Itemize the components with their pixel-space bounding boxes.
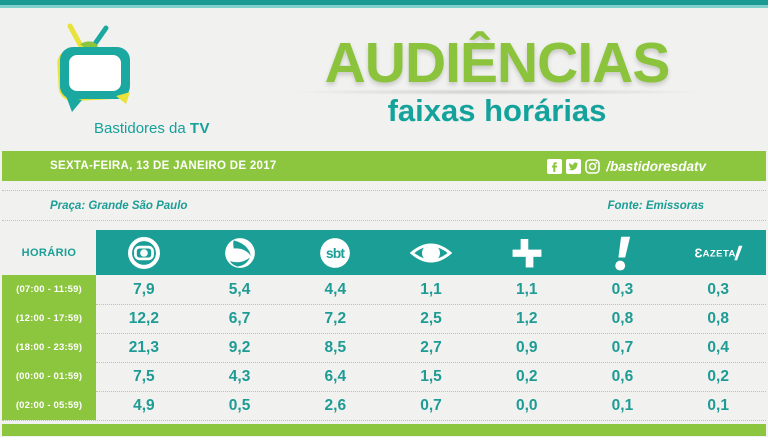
page-title: AUDIÊNCIAS xyxy=(324,31,671,95)
rating-value: 1,5 xyxy=(420,368,442,385)
table-row: 7,5 4,3 6,4 1,5 0,2 0,6 0,2 xyxy=(96,362,766,391)
band-logo-icon xyxy=(383,230,479,275)
bottom-divider xyxy=(2,420,766,421)
rating-value: 0,0 xyxy=(515,397,538,414)
rating-value: 0,1 xyxy=(707,397,729,414)
title-shadow xyxy=(292,89,702,96)
bastidores-da-tv-logo-icon xyxy=(57,23,130,112)
rating-value: 12,2 xyxy=(128,310,159,327)
rating-value: 2,6 xyxy=(324,397,347,414)
rating-value: 7,5 xyxy=(133,368,155,385)
rating-value: 5,4 xyxy=(228,280,251,298)
cultura-logo-icon xyxy=(479,230,575,275)
brand-name: Bastidores da TV xyxy=(94,120,210,137)
date-bar: SEXTA-FEIRA, 13 DE JANEIRO DE 2017 /bast… xyxy=(2,151,766,181)
rating-value: 0,2 xyxy=(515,368,538,385)
rating-value: 1,1 xyxy=(515,280,538,298)
brand-name-regular: Bastidores da xyxy=(94,120,190,137)
time-slot-label: (12:00 - 17:59) xyxy=(15,313,83,324)
top-accent-bar-light xyxy=(0,5,768,8)
brand-name-bold: TV xyxy=(189,120,211,137)
rating-value: 0,8 xyxy=(707,310,729,327)
footer-accent-bar xyxy=(2,424,766,436)
fonte-label: Fonte: Emissoras xyxy=(607,199,705,212)
title-block: AUDIÊNCIAS faixas horárias xyxy=(282,31,712,129)
rating-value: 7,9 xyxy=(133,280,155,298)
rating-value: 0,1 xyxy=(611,397,634,414)
time-labels: (07:00 - 11:59) (12:00 - 17:59) (18:00 - 2… xyxy=(2,275,96,420)
table-row: 12,2 6,7 7,2 2,5 1,2 0,8 0,8 xyxy=(96,304,766,333)
rating-value: 0,3 xyxy=(611,280,634,298)
svg-text:sbt: sbt xyxy=(326,244,345,260)
twitter-icon[interactable] xyxy=(566,158,582,174)
rating-value: 0,7 xyxy=(611,339,634,356)
social-links: /bastidoresdatv xyxy=(547,158,706,174)
top-accent-bar xyxy=(0,0,768,5)
horario-header: HORÁRIO xyxy=(21,246,77,259)
rating-value: 4,4 xyxy=(324,280,347,298)
table-row: 7,9 5,4 4,4 1,1 1,1 0,3 0,3 xyxy=(96,275,766,304)
rating-value: 8,5 xyxy=(324,339,347,356)
praca-label: Praça: Grande São Paulo xyxy=(50,199,188,212)
time-slot-label: (07:00 - 11:59) xyxy=(16,284,82,295)
page-subtitle: faixas horárias xyxy=(387,93,607,129)
table-row: 21,3 9,2 8,5 2,7 0,9 0,7 0,4 xyxy=(96,333,766,362)
rating-value: 21,3 xyxy=(128,339,159,356)
rating-value: 9,2 xyxy=(228,339,251,356)
rating-value: 1,1 xyxy=(420,280,442,298)
table-row: 4,9 0,5 2,6 0,7 0,0 0,1 0,1 xyxy=(96,391,766,420)
time-column: HORÁRIO (07:00 - 11:59) (12:00 - 17:59) (1… xyxy=(2,230,96,420)
time-slot-label: (00:00 - 01:59) xyxy=(15,371,83,382)
value-rows: 7,9 5,4 4,4 1,1 1,1 0,3 0,3 12,2 6,7 7,2 2,5 1,2 0,8… xyxy=(96,275,766,420)
rating-value: 0,9 xyxy=(515,339,538,356)
redetv-logo-icon xyxy=(575,230,671,275)
rating-value: 2,5 xyxy=(420,310,442,327)
instagram-icon[interactable] xyxy=(585,158,601,174)
rating-value: 7,2 xyxy=(324,310,347,327)
values-columns: sbt Ɛ AZETA 7,9 5,4 4,4 1,1 1,1 0,3 0,3 12,2 6,7 7,… xyxy=(96,230,766,420)
rating-value: 6,4 xyxy=(324,368,347,385)
globo-logo-icon xyxy=(96,230,192,275)
rating-value: 1,2 xyxy=(515,310,538,327)
time-slot-label: (02:00 - 05:59) xyxy=(15,400,83,411)
date-label: SEXTA-FEIRA, 13 DE JANEIRO DE 2017 xyxy=(50,160,277,172)
rating-value: 0,4 xyxy=(707,339,729,356)
svg-text:Ɛ: Ɛ xyxy=(695,246,703,260)
rating-value: 0,3 xyxy=(707,280,729,298)
network-logo-header: sbt Ɛ AZETA xyxy=(96,230,766,275)
rating-value: 4,3 xyxy=(228,368,251,385)
sbt-logo-icon: sbt xyxy=(287,230,383,275)
rating-value: 2,7 xyxy=(420,339,442,356)
meta-row: Praça: Grande São Paulo Fonte: Emissoras xyxy=(2,190,766,221)
record-logo-icon xyxy=(192,230,288,275)
time-slot-label: (18:00 - 23:59) xyxy=(15,342,83,353)
rating-value: 4,9 xyxy=(133,397,155,414)
rating-value: 6,7 xyxy=(228,310,251,327)
rating-value: 0,2 xyxy=(707,368,729,385)
gazeta-logo-icon: Ɛ AZETA xyxy=(670,230,766,275)
rating-value: 0,7 xyxy=(420,397,442,414)
rating-value: 0,8 xyxy=(611,310,634,327)
svg-text:AZETA: AZETA xyxy=(703,248,736,259)
header: Bastidores da TV AUDIÊNCIAS faixas horár… xyxy=(0,8,768,151)
rating-value: 0,5 xyxy=(228,397,251,414)
facebook-icon[interactable] xyxy=(547,158,563,174)
social-handle[interactable]: /bastidoresdatv xyxy=(606,158,706,174)
rating-value: 0,6 xyxy=(611,368,634,385)
ratings-table: HORÁRIO (07:00 - 11:59) (12:00 - 17:59) (1… xyxy=(2,230,766,420)
